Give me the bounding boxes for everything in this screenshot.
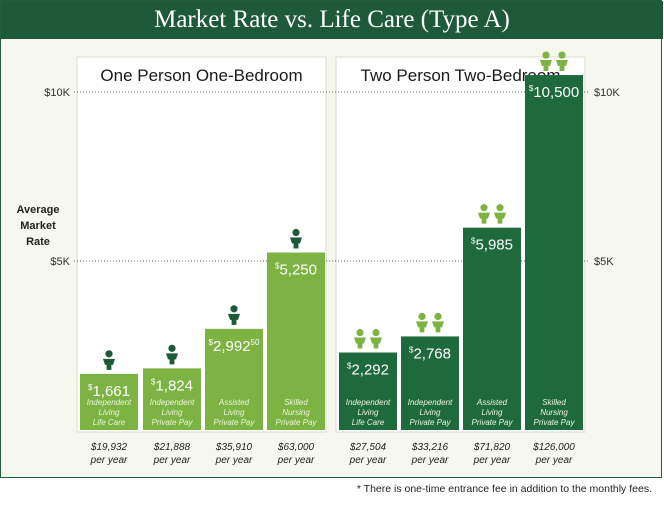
y-tick-label-left: $5K [50, 256, 70, 268]
bar-description: Living [162, 408, 183, 417]
annual-amount: $33,216 [411, 442, 449, 453]
single-person-icon [103, 350, 115, 370]
person-icon [416, 312, 428, 333]
single-person-icon [290, 228, 302, 249]
per-year-label: per year [215, 455, 253, 466]
panel-title-2: Two Person Two-Bedroom [361, 66, 561, 85]
annual-amount: $27,504 [349, 442, 387, 453]
person-icon [103, 350, 115, 370]
annual-amount: $19,932 [90, 442, 128, 453]
footnote: * There is one-time entrance fee in addi… [356, 483, 652, 495]
bar-description: Living [358, 408, 379, 417]
annual-amount: $126,000 [532, 442, 575, 453]
bar-description: Nursing [540, 408, 568, 417]
bar [339, 352, 397, 430]
bar [401, 336, 459, 430]
bar-value-label: $10,500 [529, 84, 579, 101]
bar [463, 227, 521, 430]
annual-amount: $21,888 [153, 442, 191, 453]
bar [80, 373, 138, 430]
per-year-label: per year [277, 455, 315, 466]
bar-description: Independent [87, 398, 132, 407]
per-year-label: per year [535, 455, 573, 466]
annual-amount: $63,000 [277, 442, 315, 453]
bar-value-label: $5,250 [275, 262, 317, 279]
panel-title-1: One Person One-Bedroom [100, 66, 302, 85]
person-icon [228, 305, 240, 325]
chart-title: Market Rate vs. Life Care (Type A) [1, 1, 663, 39]
per-year-label: per year [473, 455, 511, 466]
bar-description: Assisted [218, 398, 250, 407]
annual-amount: $35,910 [215, 442, 253, 453]
per-year-label: per year [349, 455, 387, 466]
bar-value-label: $2,99250 [209, 338, 260, 355]
bar-value-label: $1,661 [88, 383, 130, 400]
bar-description: Independent [150, 398, 195, 407]
bar-description: Skilled [284, 398, 308, 407]
bar-description: Independent [408, 398, 453, 407]
bar-description: Assisted [476, 398, 508, 407]
person-icon [478, 204, 490, 224]
bar-value-label: $1,824 [151, 377, 193, 394]
bar-description: Living [224, 408, 245, 417]
person-icon [556, 51, 568, 72]
person-icon [354, 328, 366, 349]
person-icon [432, 312, 444, 333]
bar-description: Independent [346, 398, 391, 407]
bar-description: Private Pay [214, 418, 256, 427]
bar-description: Private Pay [276, 418, 318, 427]
person-icon [370, 328, 382, 349]
bar-value-label: $2,292 [347, 362, 389, 379]
person-icon [166, 344, 178, 365]
bar-description: Living [482, 408, 503, 417]
two-people-icon [416, 312, 444, 333]
y-tick-label-right: $10K [594, 87, 620, 99]
bar-description: Life Care [352, 418, 385, 427]
bar [205, 328, 263, 430]
bar-description: Private Pay [410, 418, 452, 427]
person-icon [290, 228, 302, 249]
per-year-label: per year [90, 455, 128, 466]
bar [143, 368, 201, 430]
single-person-icon [166, 344, 178, 365]
per-year-label: per year [153, 455, 191, 466]
two-people-icon [354, 328, 382, 349]
chart-canvas: $5K $5K $10K $10K Average Market Rate One Perso… [16, 51, 620, 466]
bar [267, 252, 325, 430]
bar-value-label: $5,985 [471, 237, 513, 254]
bar-description: Living [99, 408, 120, 417]
bar [525, 75, 583, 430]
person-icon [540, 51, 552, 72]
bar-description: Private Pay [152, 418, 194, 427]
bar-description: Private Pay [534, 418, 576, 427]
single-person-icon [228, 305, 240, 325]
per-year-label: per year [411, 455, 449, 466]
two-people-icon [540, 51, 568, 72]
person-icon [494, 204, 506, 224]
y-tick-label-right: $5K [594, 256, 614, 268]
y-tick-label-left: $10K [44, 87, 70, 99]
bar-description: Private Pay [472, 418, 514, 427]
bar-value-label: $2,768 [409, 345, 451, 362]
annual-amount: $71,820 [473, 442, 511, 453]
y-axis-title: Average Market Rate [16, 204, 59, 248]
bar-description: Nursing [282, 408, 310, 417]
bar-description: Life Care [93, 418, 126, 427]
two-people-icon [478, 204, 506, 224]
bar-description: Skilled [542, 398, 566, 407]
bar-description: Living [420, 408, 441, 417]
